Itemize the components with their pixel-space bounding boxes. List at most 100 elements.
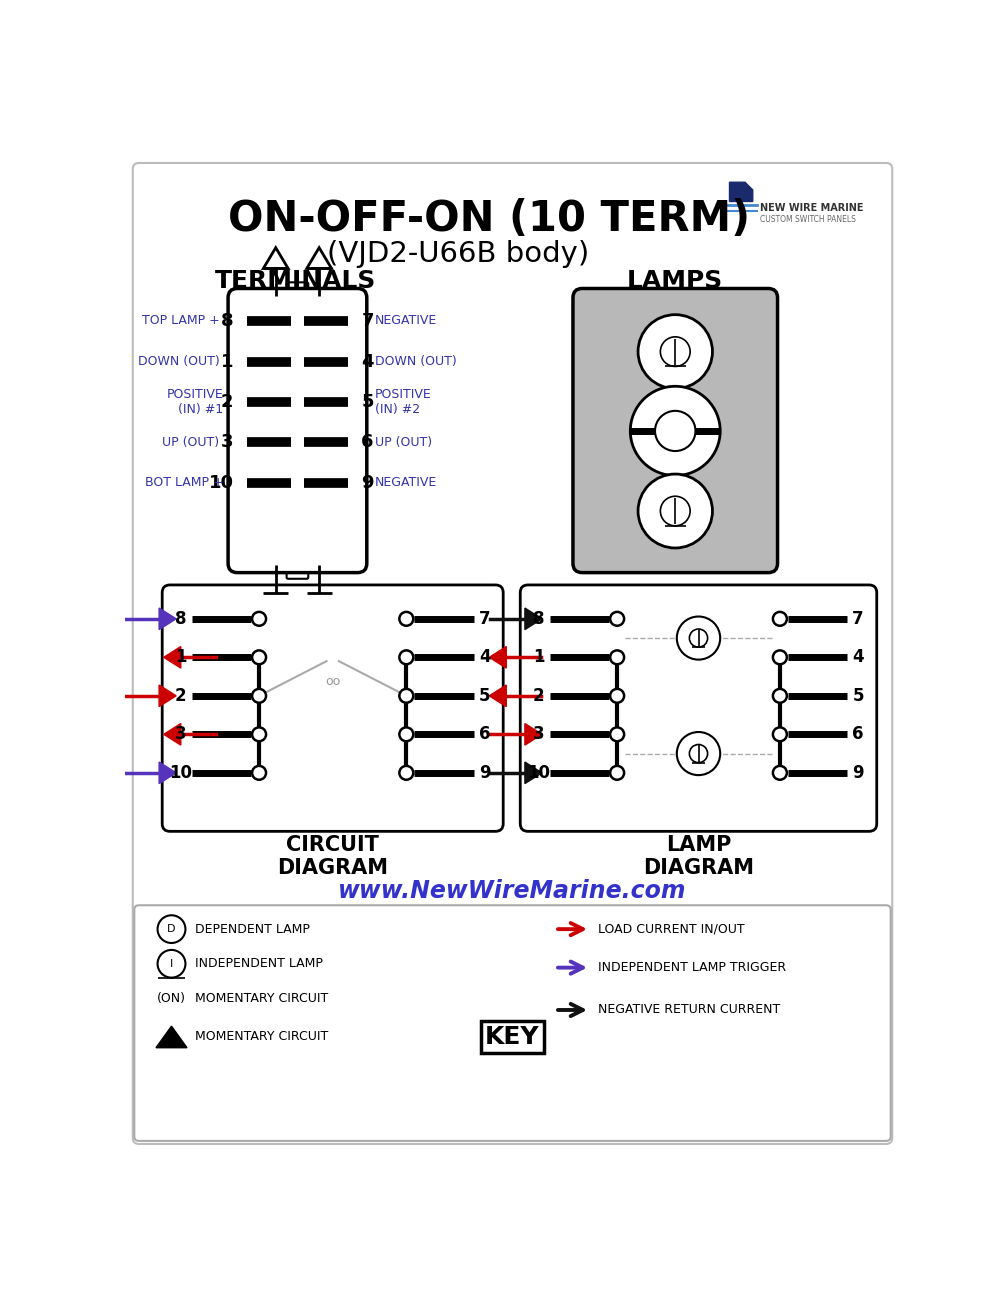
Text: NEW WIRE MARINE: NEW WIRE MARINE — [761, 203, 864, 212]
Polygon shape — [164, 723, 181, 745]
Polygon shape — [525, 762, 542, 784]
Text: KEY: KEY — [485, 1025, 540, 1049]
Circle shape — [252, 651, 266, 664]
Circle shape — [610, 688, 624, 703]
Text: NEGATIVE: NEGATIVE — [375, 314, 437, 327]
Text: DEPENDENT LAMP: DEPENDENT LAMP — [195, 923, 310, 936]
Circle shape — [773, 727, 787, 741]
Circle shape — [677, 732, 720, 775]
Circle shape — [677, 616, 720, 660]
Circle shape — [252, 688, 266, 703]
Text: CIRCUIT
DIAGRAM: CIRCUIT DIAGRAM — [277, 835, 388, 879]
Text: 2: 2 — [175, 687, 187, 705]
Text: 7: 7 — [852, 609, 864, 628]
Text: 5: 5 — [479, 687, 490, 705]
Text: LOAD CURRENT IN/OUT: LOAD CURRENT IN/OUT — [598, 923, 744, 936]
Text: 4: 4 — [479, 648, 490, 666]
Text: 7: 7 — [479, 609, 490, 628]
Text: 3: 3 — [533, 726, 545, 743]
Text: LAMPS: LAMPS — [627, 269, 723, 294]
Circle shape — [660, 496, 690, 525]
Text: 8: 8 — [175, 609, 187, 628]
Text: D: D — [167, 924, 176, 934]
Circle shape — [399, 651, 413, 664]
Text: oo: oo — [325, 675, 340, 688]
Text: I: I — [170, 959, 173, 969]
Polygon shape — [489, 685, 506, 707]
Circle shape — [689, 629, 708, 647]
Text: 9: 9 — [361, 474, 374, 492]
Text: 9: 9 — [852, 763, 864, 782]
Text: DOWN (OUT): DOWN (OUT) — [375, 355, 456, 367]
Text: INDEPENDENT LAMP TRIGGER: INDEPENDENT LAMP TRIGGER — [598, 961, 786, 974]
Polygon shape — [730, 182, 753, 202]
Text: 8: 8 — [221, 312, 234, 330]
Text: 3: 3 — [221, 433, 234, 452]
Text: 10: 10 — [169, 763, 192, 782]
Text: 2: 2 — [221, 392, 234, 410]
Circle shape — [630, 387, 720, 476]
Circle shape — [399, 766, 413, 780]
Text: 6: 6 — [479, 726, 490, 743]
Text: 1: 1 — [175, 648, 187, 666]
Text: 5: 5 — [852, 687, 864, 705]
Polygon shape — [525, 608, 542, 630]
Text: 6: 6 — [852, 726, 864, 743]
Text: 6: 6 — [361, 433, 374, 452]
Polygon shape — [156, 1026, 187, 1048]
Text: 7: 7 — [361, 312, 374, 330]
Circle shape — [610, 766, 624, 780]
Circle shape — [399, 727, 413, 741]
Text: 2: 2 — [533, 687, 545, 705]
FancyBboxPatch shape — [134, 906, 891, 1141]
FancyBboxPatch shape — [520, 585, 877, 831]
Circle shape — [399, 688, 413, 703]
Circle shape — [773, 688, 787, 703]
Text: CUSTOM SWITCH PANELS: CUSTOM SWITCH PANELS — [761, 215, 856, 224]
Circle shape — [655, 410, 695, 452]
Polygon shape — [159, 608, 176, 630]
Text: BOT LAMP +: BOT LAMP + — [145, 476, 223, 489]
Circle shape — [252, 727, 266, 741]
Circle shape — [610, 727, 624, 741]
Text: 10: 10 — [527, 763, 550, 782]
Circle shape — [773, 651, 787, 664]
Text: NEGATIVE RETURN CURRENT: NEGATIVE RETURN CURRENT — [598, 1003, 780, 1017]
Text: ON-OFF-ON (10 TERM): ON-OFF-ON (10 TERM) — [228, 198, 750, 239]
Circle shape — [660, 336, 690, 366]
FancyBboxPatch shape — [162, 585, 503, 831]
Polygon shape — [164, 647, 181, 668]
Polygon shape — [489, 647, 506, 668]
Text: 5: 5 — [361, 392, 374, 410]
Polygon shape — [525, 723, 542, 745]
Circle shape — [610, 612, 624, 626]
Text: MOMENTARY CIRCUIT: MOMENTARY CIRCUIT — [195, 1030, 328, 1043]
Polygon shape — [159, 685, 176, 707]
Circle shape — [252, 612, 266, 626]
FancyBboxPatch shape — [573, 289, 778, 573]
Text: LAMP
DIAGRAM: LAMP DIAGRAM — [643, 835, 754, 879]
Text: DOWN (OUT): DOWN (OUT) — [138, 355, 223, 367]
FancyBboxPatch shape — [287, 282, 308, 298]
FancyBboxPatch shape — [133, 163, 892, 1144]
Circle shape — [399, 612, 413, 626]
Text: TERMINALS: TERMINALS — [215, 269, 376, 294]
FancyBboxPatch shape — [287, 563, 308, 578]
Text: 9: 9 — [479, 763, 490, 782]
Text: www.NewWireMarine.com: www.NewWireMarine.com — [338, 879, 687, 903]
Text: 8: 8 — [533, 609, 545, 628]
Text: 4: 4 — [361, 353, 374, 370]
FancyBboxPatch shape — [228, 289, 367, 573]
Text: NEGATIVE: NEGATIVE — [375, 476, 437, 489]
Text: INDEPENDENT LAMP: INDEPENDENT LAMP — [195, 958, 323, 970]
Text: 10: 10 — [208, 474, 234, 492]
Circle shape — [689, 744, 708, 762]
Circle shape — [773, 612, 787, 626]
Circle shape — [638, 314, 712, 388]
Text: 1: 1 — [533, 648, 545, 666]
Text: UP (OUT): UP (OUT) — [375, 436, 432, 449]
Circle shape — [158, 950, 185, 978]
Circle shape — [158, 915, 185, 943]
Text: (VJD2-U66B body): (VJD2-U66B body) — [327, 239, 589, 268]
Circle shape — [252, 766, 266, 780]
